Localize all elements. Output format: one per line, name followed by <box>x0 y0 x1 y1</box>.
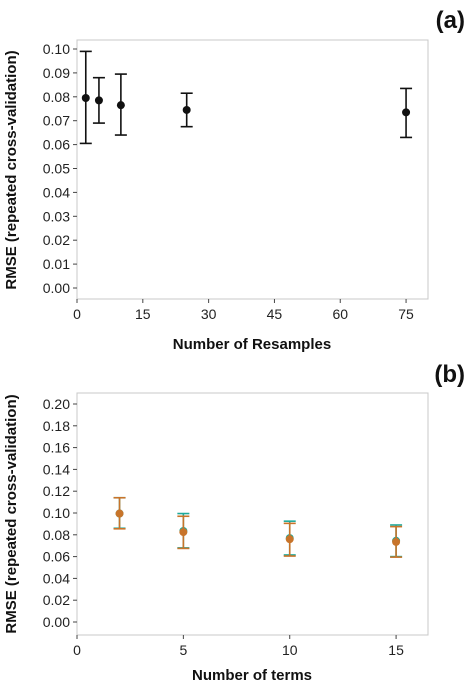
panel-a-x-tick-label: 30 <box>201 306 217 322</box>
panel-b-plot-frame <box>76 392 429 636</box>
panel-a-series-1 <box>79 50 413 145</box>
panel-b-series-1 <box>113 496 403 558</box>
panel-a-x-tick-label: 0 <box>73 306 81 322</box>
panel-a-x-tick-label: 60 <box>332 306 348 322</box>
panel-b-series-2 <box>113 496 403 558</box>
panel-b-y-tick-label: 0.06 <box>43 549 70 565</box>
panel-a-y-tick-label: 0.03 <box>43 208 70 224</box>
panel-b-y-tick-label: 0.12 <box>43 483 70 499</box>
panel-a-x-axis-title: Number of Resamples <box>173 336 331 353</box>
panel-a-x-tick-label: 75 <box>398 306 414 322</box>
data-point <box>116 101 125 110</box>
panel-a-y-tick-label: 0.08 <box>43 89 70 105</box>
panel-a: (a) RMSE (repeated cross-validation) Num… <box>3 7 465 353</box>
panel-b-y-ticks: 0.00 0.02 0.04 0.06 0.08 0.10 0.12 0.14 0.16 0.18… <box>43 396 77 630</box>
panel-b-y-tick-label: 0.14 <box>43 461 70 477</box>
panel-b-y-tick-label: 0.00 <box>43 614 70 630</box>
data-point <box>285 535 294 544</box>
data-point <box>402 108 411 117</box>
panel-b-x-tick-label: 5 <box>179 642 187 658</box>
panel-a-y-tick-label: 0.06 <box>43 137 70 153</box>
panel-a-y-tick-label: 0.09 <box>43 65 70 81</box>
panel-a-y-tick-label: 0.05 <box>43 161 70 177</box>
panel-b-x-tick-label: 10 <box>282 642 298 658</box>
panel-b-y-tick-label: 0.18 <box>43 418 70 434</box>
panel-a-y-axis-title: RMSE (repeated cross-validation) <box>3 50 20 289</box>
panel-b-y-tick-label: 0.08 <box>43 527 70 543</box>
data-point <box>179 528 188 537</box>
panel-a-x-ticks: 0 15 30 45 60 75 <box>73 299 414 322</box>
panel-a-y-tick-label: 0.10 <box>43 41 70 57</box>
panel-a-y-tick-label: 0.02 <box>43 232 70 248</box>
panel-b-y-tick-label: 0.04 <box>43 570 70 586</box>
panel-a-y-tick-label: 0.07 <box>43 113 70 129</box>
data-point <box>81 93 90 102</box>
panel-a-series <box>79 50 413 145</box>
data-point <box>115 509 124 518</box>
data-point <box>182 105 191 114</box>
panel-b-x-ticks: 0 5 10 15 <box>73 635 404 658</box>
panel-b-y-axis-title: RMSE (repeated cross-validation) <box>3 394 20 633</box>
panel-a-x-tick-label: 45 <box>267 306 283 322</box>
panel-b-x-tick-label: 0 <box>73 642 81 658</box>
panel-b-y-tick-label: 0.02 <box>43 592 70 608</box>
panel-a-plot-frame <box>76 39 429 300</box>
panel-a-x-tick-label: 15 <box>135 306 151 322</box>
panel-b-y-tick-label: 0.16 <box>43 440 70 456</box>
data-point <box>392 537 401 546</box>
panel-b-label: (b) <box>434 361 465 388</box>
panel-b-series <box>113 496 403 558</box>
panel-b-y-tick-label: 0.10 <box>43 505 70 521</box>
panel-a-y-tick-label: 0.01 <box>43 256 70 272</box>
panel-b-x-tick-label: 15 <box>388 642 404 658</box>
panel-a-y-tick-label: 0.04 <box>43 184 70 200</box>
data-point <box>94 96 103 105</box>
panel-a-y-ticks: 0.00 0.01 0.02 0.03 0.04 0.05 0.06 0.07 0.08 0.09… <box>43 41 77 296</box>
panel-b-y-tick-label: 0.20 <box>43 396 70 412</box>
panel-b-x-axis-title: Number of terms <box>192 667 312 684</box>
panel-b: (b) RMSE (repeated cross-validation) Num… <box>3 361 465 684</box>
panel-a-y-tick-label: 0.00 <box>43 280 70 296</box>
panel-a-label: (a) <box>436 7 465 34</box>
